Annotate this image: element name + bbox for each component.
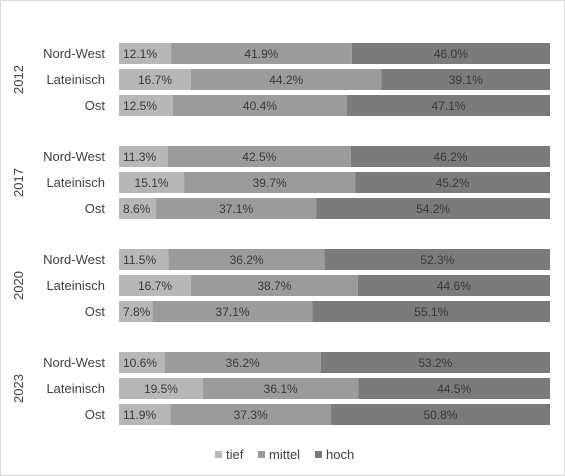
category-label: Ost <box>85 407 106 422</box>
bar-segment-hoch <box>324 249 550 270</box>
legend-label-hoch: hoch <box>326 447 354 462</box>
bar-segment-mittel <box>171 43 352 64</box>
category-label: Nord-West <box>43 149 105 164</box>
data-label: 46.0% <box>434 47 468 61</box>
category-label: Nord-West <box>43 46 105 61</box>
data-label: 45.2% <box>436 176 470 190</box>
bar-segment-tief <box>119 404 171 425</box>
data-label: 40.4% <box>243 99 277 113</box>
legend-swatch-tief <box>215 451 222 458</box>
data-label: 12.5% <box>123 99 157 113</box>
legend-swatch-mittel <box>258 451 265 458</box>
bar-segment-hoch <box>350 146 550 167</box>
data-label: 15.1% <box>135 176 169 190</box>
year-label: 2023 <box>11 374 26 403</box>
legend-label-mittel: mittel <box>269 447 300 462</box>
bar-segment-mittel <box>172 95 347 116</box>
year-label: 2020 <box>11 271 26 300</box>
bar-segment-tief <box>119 95 173 116</box>
bar-segment-mittel <box>164 352 321 373</box>
legend-swatch-hoch <box>315 451 322 458</box>
bar-segment-mittel <box>202 378 359 399</box>
bar-segment-hoch <box>357 275 550 296</box>
bar-segment-tief <box>119 172 185 193</box>
data-label: 19.5% <box>144 382 178 396</box>
year-label: 2012 <box>11 65 26 94</box>
data-label: 11.5% <box>123 253 156 267</box>
data-label: 7.8% <box>123 305 151 319</box>
data-label: 39.1% <box>449 73 483 87</box>
data-label: 36.2% <box>230 253 264 267</box>
data-label: 53.2% <box>418 356 452 370</box>
bar-segment-tief <box>119 43 172 64</box>
data-label: 16.7% <box>138 73 172 87</box>
bar-segment-tief <box>119 146 168 167</box>
data-label: 10.6% <box>123 356 157 370</box>
bar-segment-hoch <box>320 352 550 373</box>
data-label: 36.1% <box>264 382 298 396</box>
data-label: 8.6% <box>123 202 151 216</box>
legend-label-tief: tief <box>226 447 244 462</box>
data-label: 50.8% <box>424 408 458 422</box>
bar-segment-tief <box>119 378 203 399</box>
category-label: Lateinisch <box>46 72 105 87</box>
category-label: Ost <box>85 201 106 216</box>
bar-segment-hoch <box>312 301 550 322</box>
year-label: 2017 <box>11 168 26 197</box>
data-label: 16.7% <box>138 279 172 293</box>
data-label: 47.1% <box>431 99 465 113</box>
category-label: Lateinisch <box>46 381 105 396</box>
category-label: Lateinisch <box>46 175 105 190</box>
data-label: 11.9% <box>123 408 156 422</box>
data-label: 37.1% <box>219 202 253 216</box>
bar-segment-hoch <box>331 404 550 425</box>
category-label: Lateinisch <box>46 278 105 293</box>
bar-segment-mittel <box>168 249 325 270</box>
data-label: 36.2% <box>226 356 260 370</box>
bar-segment-tief <box>119 275 191 296</box>
data-label: 44.5% <box>437 382 471 396</box>
category-label: Ost <box>85 98 106 113</box>
bar-segment-hoch <box>347 95 550 116</box>
bar-segment-mittel <box>190 69 382 90</box>
bar-segment-hoch <box>358 378 550 399</box>
bar-segment-mittel <box>156 198 317 219</box>
data-label: 55.1% <box>414 305 448 319</box>
data-label: 42.5% <box>242 150 276 164</box>
data-label: 37.3% <box>234 408 268 422</box>
data-label: 11.3% <box>123 150 156 164</box>
bar-segment-mittel <box>170 404 332 425</box>
bar-segment-mittel <box>167 146 351 167</box>
bar-segment-tief <box>119 198 157 219</box>
bar-segment-tief <box>119 301 153 322</box>
category-label: Nord-West <box>43 355 105 370</box>
data-label: 54.2% <box>416 202 450 216</box>
data-label: 38.7% <box>257 279 291 293</box>
data-label: 12.1% <box>123 47 157 61</box>
bar-segment-tief <box>119 352 165 373</box>
data-label: 46.2% <box>433 150 467 164</box>
bar-segment-hoch <box>351 43 550 64</box>
bar-segment-mittel <box>184 172 356 193</box>
category-label: Ost <box>85 304 106 319</box>
data-label: 37.1% <box>216 305 250 319</box>
bar-segment-tief <box>119 69 191 90</box>
data-label: 52.3% <box>420 253 454 267</box>
bar-segment-hoch <box>381 69 550 90</box>
bar-segment-mittel <box>190 275 358 296</box>
bar-segment-hoch <box>316 198 550 219</box>
data-label: 44.2% <box>269 73 303 87</box>
data-label: 41.9% <box>244 47 278 61</box>
category-label: Nord-West <box>43 252 105 267</box>
data-label: 39.7% <box>253 176 287 190</box>
bar-segment-tief <box>119 249 169 270</box>
data-label: 44.6% <box>437 279 471 293</box>
bar-segment-hoch <box>355 172 550 193</box>
bar-segment-mittel <box>152 301 313 322</box>
